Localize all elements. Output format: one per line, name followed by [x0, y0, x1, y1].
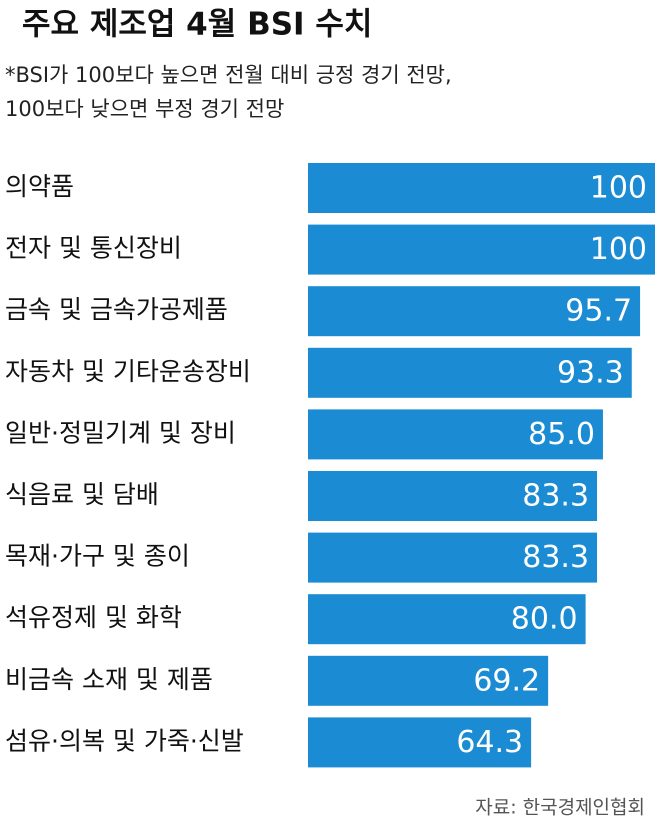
category-label: 일반·정밀기계 및 장비	[5, 418, 236, 447]
value-label: 100	[590, 171, 647, 206]
chart-subtitle: 100보다 낮으면 부정 경기 전망	[5, 97, 284, 121]
value-label: 95.7	[565, 294, 632, 329]
bar	[308, 471, 598, 521]
category-label: 의약품	[5, 172, 74, 201]
bar	[308, 347, 632, 398]
category-label: 석유정제 및 화학	[5, 603, 182, 632]
bar	[308, 594, 586, 645]
value-label: 64.3	[456, 725, 523, 760]
category-label: 목재·가구 및 종이	[5, 542, 190, 571]
category-label: 섬유·의복 및 가죽·신발	[5, 726, 244, 755]
bar	[308, 532, 598, 583]
value-label: 100	[590, 232, 647, 267]
value-label: 83.3	[522, 479, 589, 514]
bar	[308, 286, 641, 337]
bar	[308, 224, 655, 275]
category-label: 전자 및 통신장비	[5, 234, 182, 263]
chart-subtitle: *BSI가 100보다 높으면 전월 대비 긍정 경기 전망,	[5, 63, 452, 87]
bar	[308, 409, 603, 460]
category-label: 자동차 및 기타운송장비	[5, 357, 251, 386]
bar	[308, 163, 655, 213]
chart-title: 주요 제조업 4월 BSI 수치	[22, 7, 372, 43]
category-label: 식음료 및 담배	[5, 480, 159, 509]
value-label: 80.0	[511, 602, 578, 637]
bar	[308, 655, 549, 706]
category-label: 금속 및 금속가공제품	[5, 295, 228, 324]
bar	[308, 717, 532, 768]
value-label: 69.2	[473, 663, 540, 698]
value-label: 93.3	[557, 355, 624, 390]
value-label: 85.0	[528, 417, 595, 452]
value-label: 83.3	[522, 540, 589, 575]
category-label: 비금속 소재 및 제품	[5, 665, 213, 694]
source: 자료: 한국경제인협회	[475, 797, 645, 819]
